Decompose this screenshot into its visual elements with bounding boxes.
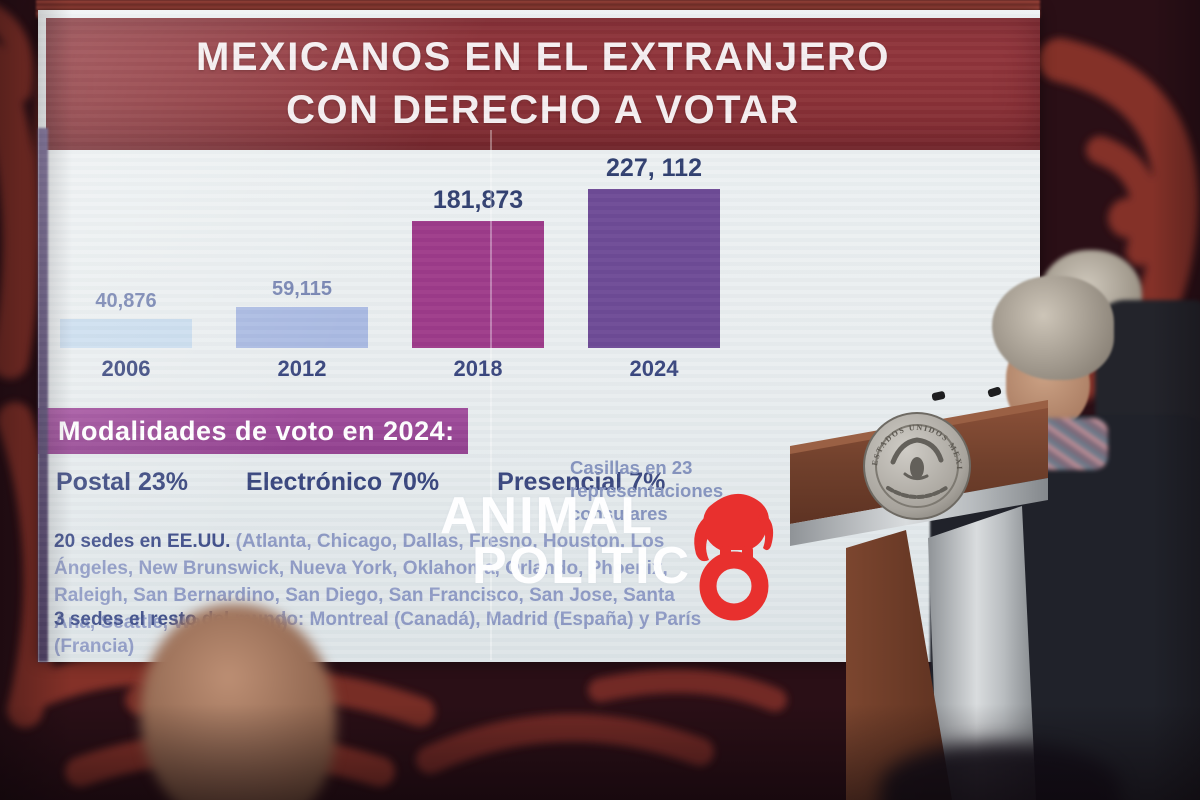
bar-group: 40,876 2006 <box>60 290 192 382</box>
bar-value-label: 59,115 <box>271 278 333 300</box>
vote-mode-postal: Postal 23% <box>56 468 189 496</box>
podium: ESTADOS UNIDOS MEXICANOS <box>760 370 1048 800</box>
modalidades-banner: Modalidades de voto en 2024: <box>38 408 468 454</box>
us-consulates-lead: 20 sedes en EE.UU. <box>54 531 231 552</box>
bar-group: 181,873 2018 <box>412 186 544 382</box>
bar-group: 227, 112 2024 <box>588 154 720 382</box>
bar-value-label: 40,876 <box>95 290 157 312</box>
bar <box>236 307 368 348</box>
slide-title-line1: MEXICANOS EN EL EXTRANJERO <box>196 35 890 80</box>
bar-value-label: 227, 112 <box>606 154 702 182</box>
year-label: 2012 <box>277 356 327 381</box>
slide-title-banner: MEXICANOS EN EL EXTRANJERO CON DERECHO A… <box>46 18 1040 150</box>
screen-left-edge <box>38 128 48 662</box>
year-label: 2018 <box>453 356 503 381</box>
bar <box>588 189 720 348</box>
vote-mode-electronico: Electrónico 70% <box>246 468 440 496</box>
animal-politico-watermark: ANIMAL POLITIC <box>440 490 780 622</box>
year-label: 2006 <box>101 356 151 381</box>
slide-title-line2: CON DERECHO A VOTAR <box>286 88 800 132</box>
speaker-hair <box>992 276 1114 380</box>
bar-group: 59,115 2012 <box>236 278 368 382</box>
bar-chart: 40,876 2006 59,115 2012 181,873 2018 227, 112 2… <box>60 154 720 382</box>
bar <box>60 319 192 348</box>
bar-value-label: 181,873 <box>432 186 524 214</box>
bar <box>412 221 544 348</box>
modalidades-header: Modalidades de voto en 2024: <box>58 415 455 446</box>
year-label: 2024 <box>629 356 679 381</box>
